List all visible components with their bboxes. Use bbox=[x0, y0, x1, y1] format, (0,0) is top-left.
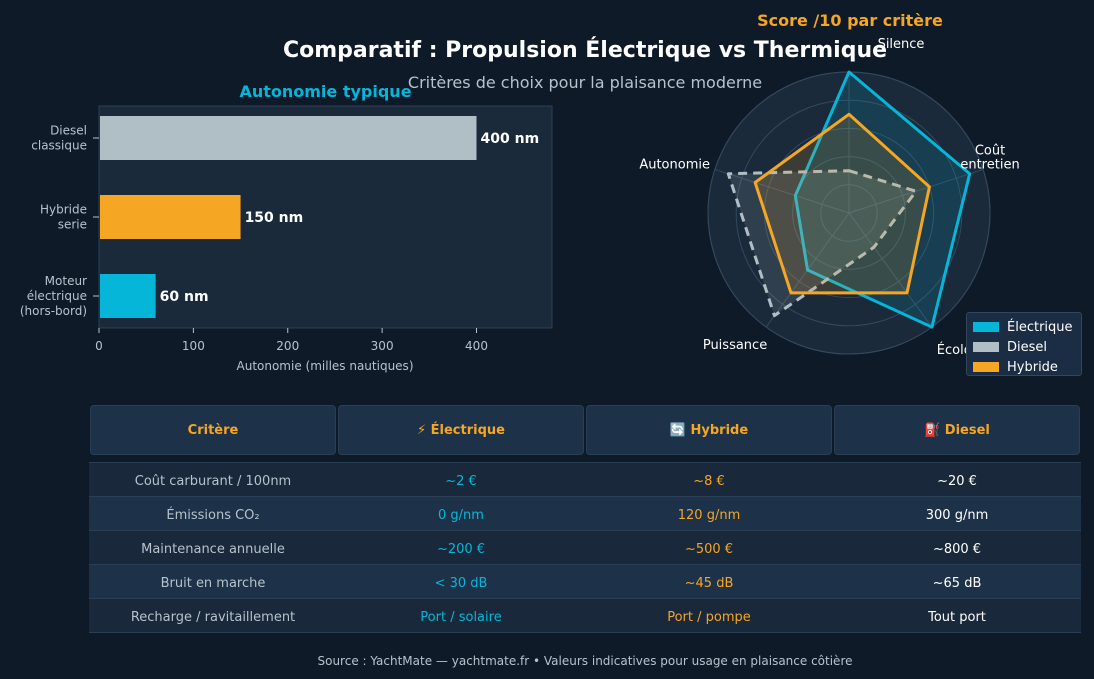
table-row: Recharge / ravitaillement Port / solaire P… bbox=[89, 599, 1081, 633]
radar-axis-label: Autonomie bbox=[639, 158, 710, 173]
bar-chart-title: Autonomie typique bbox=[239, 82, 412, 101]
radar-spoke bbox=[848, 168, 984, 214]
table-body: Coût carburant / 100nm ~2 € ~8 € ~20 € Émiss… bbox=[89, 462, 1081, 633]
legend-label: Électrique bbox=[1007, 319, 1073, 335]
table-header-critere: Critère bbox=[90, 405, 336, 455]
bar-x-tick-label: 100 bbox=[182, 339, 205, 353]
table-header-hybride: 🔄 Hybride bbox=[586, 405, 832, 455]
table-cell: Bruit en marche bbox=[160, 576, 266, 591]
table-row: Émissions CO₂ 0 g/nm 120 g/nm 300 g/nm bbox=[89, 497, 1081, 531]
table-cell: ~800 € bbox=[932, 542, 982, 557]
table-cell: ~2 € bbox=[445, 474, 477, 489]
radar-chart-title: Score /10 par critère bbox=[757, 11, 943, 30]
page-subtitle: Critères de choix pour la plaisance mode… bbox=[407, 73, 763, 92]
bar-x-axis-label: Autonomie (milles nautiques) bbox=[237, 359, 414, 373]
legend-swatch bbox=[973, 342, 999, 352]
radar-series-electrique bbox=[793, 70, 972, 329]
bar-value-label: 150 nm bbox=[245, 210, 304, 226]
table-cell: 120 g/nm bbox=[677, 508, 741, 523]
table-header-electrique: ⚡ Électrique bbox=[338, 405, 584, 455]
comparison-table: Critère ⚡ Électrique 🔄 Hybride ⛽ Diesel … bbox=[89, 405, 1081, 633]
bar-chart: 400 nm Diesel classique 150 nm Hybride serie 6… bbox=[20, 105, 553, 373]
table-header-row: Critère ⚡ Électrique 🔄 Hybride ⛽ Diesel bbox=[89, 405, 1081, 455]
legend-item: Hybride bbox=[973, 357, 1081, 377]
table-row: Maintenance annuelle ~200 € ~500 € ~800 € bbox=[89, 531, 1081, 565]
bar-x-tick-label: 300 bbox=[371, 339, 394, 353]
table-cell: Recharge / ravitaillement bbox=[130, 610, 296, 625]
bar-category-label: Diesel classique bbox=[31, 124, 87, 153]
legend-label: Diesel bbox=[1007, 339, 1048, 355]
page-title: Comparatif : Propulsion Électrique vs Th… bbox=[282, 38, 888, 63]
legend-label: Hybride bbox=[1007, 359, 1058, 375]
bar bbox=[100, 274, 156, 318]
table-cell: Port / pompe bbox=[667, 610, 751, 625]
legend-item: Diesel bbox=[973, 337, 1081, 357]
bar-x-tick-label: 0 bbox=[95, 339, 103, 353]
table-cell: < 30 dB bbox=[434, 576, 488, 591]
table-cell: ~45 dB bbox=[684, 576, 734, 591]
table-cell: Coût carburant / 100nm bbox=[134, 474, 292, 489]
table-cell: Émissions CO₂ bbox=[166, 508, 260, 523]
radar-series-hybride bbox=[753, 112, 931, 295]
table-cell: ~500 € bbox=[684, 542, 734, 557]
radar-axis-label: Silence bbox=[878, 37, 925, 52]
table-header-diesel: ⛽ Diesel bbox=[834, 405, 1080, 455]
legend-swatch bbox=[973, 322, 999, 332]
bar-x-tick-label: 200 bbox=[276, 339, 299, 353]
bar-x-tick-label: 400 bbox=[465, 339, 488, 353]
bar bbox=[100, 116, 477, 160]
radar-series-diesel bbox=[726, 169, 918, 318]
legend-swatch bbox=[973, 362, 999, 372]
radar-axis-label: Puissance bbox=[703, 338, 767, 353]
bar-category-label: Moteur électrique (hors-bord) bbox=[20, 274, 87, 318]
bar-value-label: 60 nm bbox=[160, 289, 209, 305]
table-cell: Tout port bbox=[928, 610, 986, 625]
table-cell: Port / solaire bbox=[420, 610, 502, 625]
table-cell: ~8 € bbox=[693, 474, 725, 489]
table-row: Bruit en marche < 30 dB ~45 dB ~65 dB bbox=[89, 565, 1081, 599]
table-cell: 300 g/nm bbox=[925, 508, 989, 523]
source-footer: Source : YachtMate — yachtmate.fr • Vale… bbox=[317, 654, 853, 668]
bar-category-label: Hybride serie bbox=[40, 203, 87, 232]
table-cell: ~65 dB bbox=[932, 576, 982, 591]
table-cell: ~20 € bbox=[937, 474, 977, 489]
table-cell: Maintenance annuelle bbox=[141, 542, 285, 557]
table-cell: ~200 € bbox=[436, 542, 486, 557]
radar-spoke bbox=[714, 168, 850, 214]
table-cell: 0 g/nm bbox=[438, 508, 484, 523]
radar-axis-label: Coût entretien bbox=[960, 144, 1019, 173]
radar-legend: Électrique Diesel Hybride bbox=[966, 312, 1082, 376]
table-row: Coût carburant / 100nm ~2 € ~8 € ~20 € bbox=[89, 463, 1081, 497]
legend-item: Électrique bbox=[973, 317, 1081, 337]
bar-value-label: 400 nm bbox=[481, 131, 540, 147]
radar-spoke bbox=[848, 212, 933, 328]
bar bbox=[100, 195, 241, 239]
